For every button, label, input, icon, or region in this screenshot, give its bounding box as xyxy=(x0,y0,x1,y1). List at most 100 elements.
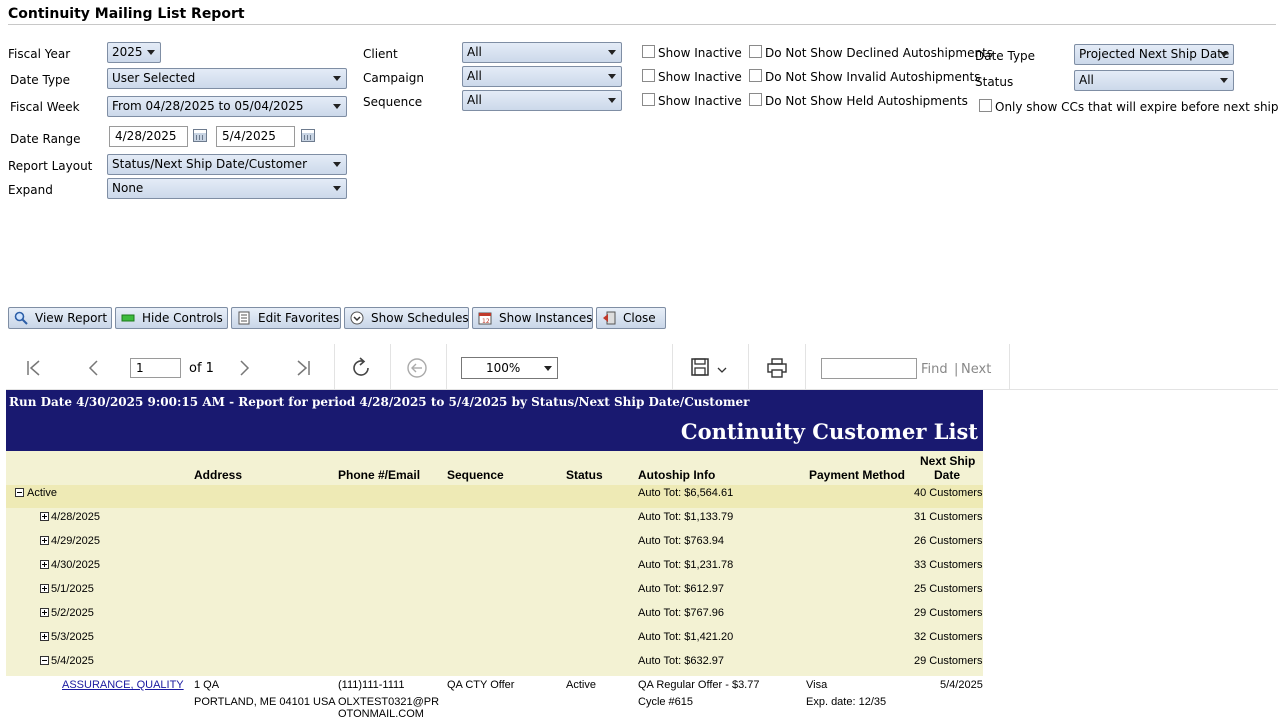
hide-controls-button[interactable]: Hide Controls xyxy=(115,307,228,329)
edit-favorites-label: Edit Favorites xyxy=(258,311,340,325)
expand-toggle-icon[interactable] xyxy=(40,632,49,641)
date-row-label: 4/29/2025 xyxy=(51,535,100,547)
sequence-value: All xyxy=(467,93,482,107)
expand-toggle-icon[interactable] xyxy=(40,536,49,545)
client-label: Client xyxy=(363,47,398,61)
find-link[interactable]: Find xyxy=(921,362,948,377)
date-range-label: Date Range xyxy=(10,132,81,146)
report-viewer-toolbar: 1 of 1 100% Find | Next xyxy=(6,344,1278,390)
zoom-value: 100% xyxy=(486,361,521,375)
sequence-select[interactable]: All xyxy=(462,90,622,111)
fiscal-week-select[interactable]: From 04/28/2025 to 05/04/2025 xyxy=(107,96,347,117)
print-icon[interactable] xyxy=(766,357,788,379)
no-invalid-checkbox[interactable] xyxy=(749,69,762,82)
chevron-down-icon xyxy=(147,50,155,55)
show-schedules-label: Show Schedules xyxy=(371,311,469,325)
date-range-start-input[interactable]: 4/28/2025 xyxy=(109,126,188,147)
customer-cycle: Cycle #615 xyxy=(638,696,694,708)
date-row-total: Auto Tot: $632.97 xyxy=(638,655,725,667)
toolbar-divider xyxy=(748,344,749,390)
toolbar-divider xyxy=(1009,344,1010,390)
date-row-label: 5/2/2025 xyxy=(51,607,94,619)
show-schedules-button[interactable]: Show Schedules xyxy=(344,307,469,329)
date-type-label: Date Type xyxy=(10,73,71,87)
sequence-label: Sequence xyxy=(363,95,423,109)
campaign-show-inactive-checkbox[interactable] xyxy=(642,69,655,82)
chevron-down-icon xyxy=(608,98,616,103)
page-title: Continuity Mailing List Report xyxy=(8,6,245,22)
fiscal-year-select[interactable]: 2025 xyxy=(107,42,161,63)
date-row-total: Auto Tot: $612.97 xyxy=(638,583,725,595)
chevron-down-icon xyxy=(333,76,341,81)
fiscal-week-label: Fiscal Week xyxy=(10,100,80,114)
customer-email-line1: OLXTEST0321@PR xyxy=(338,696,440,708)
campaign-label: Campaign xyxy=(363,71,424,85)
status-select[interactable]: All xyxy=(1074,70,1234,91)
col-sequence: Sequence xyxy=(447,468,504,482)
cc-expire-checkbox[interactable] xyxy=(979,99,992,112)
page-number-input[interactable]: 1 xyxy=(130,358,181,378)
find-input[interactable] xyxy=(821,358,917,379)
title-divider xyxy=(8,24,1276,25)
report-layout-select[interactable]: Status/Next Ship Date/Customer xyxy=(107,154,347,175)
expand-toggle-icon[interactable] xyxy=(40,560,49,569)
save-export-icon[interactable] xyxy=(690,357,730,379)
collapse-toggle-icon[interactable] xyxy=(40,656,49,665)
customer-next-ship: 5/4/2025 xyxy=(940,679,983,691)
find-next-link[interactable]: Next xyxy=(961,362,992,377)
chevron-down-icon xyxy=(544,366,552,371)
refresh-icon[interactable] xyxy=(350,357,372,379)
col-address: Address xyxy=(194,468,243,482)
back-icon[interactable] xyxy=(406,357,428,379)
group-total: Auto Tot: $6,564.61 xyxy=(638,487,734,499)
previous-page-icon[interactable] xyxy=(86,360,102,376)
group-count: 40 Customers xyxy=(914,487,983,499)
date-row-count: 26 Customers xyxy=(914,535,983,547)
date-type-select[interactable]: User Selected xyxy=(107,68,347,89)
next-page-icon[interactable] xyxy=(236,360,252,376)
hide-controls-icon xyxy=(121,314,135,322)
expand-toggle-icon[interactable] xyxy=(40,584,49,593)
customer-payment: Visa xyxy=(806,679,828,691)
chevron-down-icon xyxy=(333,186,341,191)
expand-value: None xyxy=(112,181,144,195)
no-declined-checkbox[interactable] xyxy=(749,45,762,58)
last-page-icon[interactable] xyxy=(295,360,311,376)
customer-sequence: QA CTY Offer xyxy=(447,679,515,691)
find-separator: | xyxy=(954,362,959,377)
edit-favorites-button[interactable]: Edit Favorites xyxy=(231,307,341,329)
date-range-end-input[interactable]: 5/4/2025 xyxy=(216,126,295,147)
calendar-icon[interactable] xyxy=(193,129,207,142)
view-report-button[interactable]: View Report xyxy=(8,307,112,329)
view-report-label: View Report xyxy=(35,311,108,325)
customer-email-line2: OTONMAIL.COM xyxy=(338,708,424,720)
date-row-total: Auto Tot: $1,133.79 xyxy=(638,511,734,523)
customer-name-link[interactable]: ASSURANCE, QUALITY xyxy=(62,679,184,691)
date-row-count: 33 Customers xyxy=(914,559,983,571)
client-show-inactive-checkbox[interactable] xyxy=(642,45,655,58)
campaign-select[interactable]: All xyxy=(462,66,622,87)
sequence-show-inactive-checkbox[interactable] xyxy=(642,93,655,106)
expand-select[interactable]: None xyxy=(107,178,347,199)
first-page-icon[interactable] xyxy=(26,360,42,376)
show-instances-button[interactable]: 12 Show Instances xyxy=(472,307,593,329)
collapse-toggle-icon[interactable] xyxy=(15,488,24,497)
toolbar-divider xyxy=(446,344,447,390)
close-button[interactable]: Close xyxy=(596,307,666,329)
date-type-2-select[interactable]: Projected Next Ship Date xyxy=(1074,44,1234,65)
date-row-total: Auto Tot: $1,231.78 xyxy=(638,559,734,571)
calendar-icon[interactable] xyxy=(301,129,315,142)
status-value: All xyxy=(1079,73,1094,87)
date-row-total: Auto Tot: $763.94 xyxy=(638,535,725,547)
run-date-line: Run Date 4/30/2025 9:00:15 AM - Report f… xyxy=(9,395,750,409)
expand-toggle-icon[interactable] xyxy=(40,608,49,617)
date-row-label: 4/30/2025 xyxy=(51,559,100,571)
date-rows-band xyxy=(6,508,983,676)
expand-toggle-icon[interactable] xyxy=(40,512,49,521)
toolbar-divider xyxy=(805,344,806,390)
client-select[interactable]: All xyxy=(462,42,622,63)
zoom-select[interactable]: 100% xyxy=(461,357,558,379)
no-held-checkbox[interactable] xyxy=(749,93,762,106)
col-autoship-info: Autoship Info xyxy=(638,468,716,482)
group-label: Active xyxy=(27,487,57,499)
